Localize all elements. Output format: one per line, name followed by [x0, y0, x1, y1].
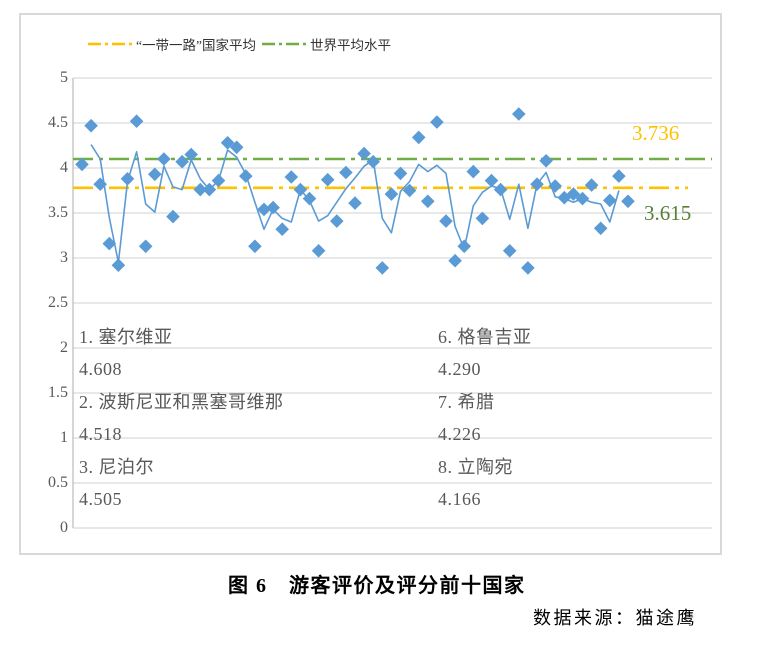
y-tick-label: 1	[60, 429, 68, 446]
ranked-country-name: 2. 波斯尼亚和黑塞哥维那	[79, 392, 284, 412]
legend-item-world: 世界平均水平	[262, 36, 391, 53]
y-tick-label: 2	[60, 339, 68, 356]
y-tick-label: 2.5	[48, 294, 68, 311]
ranked-country-name: 8. 立陶宛	[438, 457, 513, 477]
ranked-country-name: 3. 尼泊尔	[79, 457, 154, 477]
legend-label-world: 世界平均水平	[310, 38, 391, 53]
y-tick-label: 3	[60, 249, 68, 266]
y-tick-label: 4	[60, 159, 68, 176]
ranked-country-name: 7. 希腊	[438, 392, 495, 412]
belt-road-average-value-label: 3.736	[632, 121, 680, 145]
ranked-country-name: 6. 格鲁吉亚	[438, 327, 532, 347]
legend-label-belt-road: “一带一路”国家平均	[136, 38, 256, 53]
legend-item-belt-road: “一带一路”国家平均	[88, 36, 256, 53]
ranked-country-score: 4.290	[438, 359, 481, 379]
y-tick-label: 1.5	[48, 384, 68, 401]
world-dashdot-line-icon	[262, 42, 308, 46]
belt-road-dashdot-line-icon	[88, 42, 134, 46]
y-tick-label: 4.5	[48, 114, 68, 131]
figure-caption: 图 6 游客评价及评分前十国家	[228, 575, 526, 597]
ranked-country-score: 4.518	[79, 424, 122, 444]
world-average-value-label: 3.615	[644, 201, 692, 225]
ranked-country-score: 4.226	[438, 424, 481, 444]
ranked-country-score: 4.608	[79, 359, 122, 379]
y-tick-label: 0	[60, 519, 68, 536]
y-tick-label: 5	[60, 69, 68, 86]
chart-frame	[19, 13, 722, 555]
y-tick-label: 3.5	[48, 204, 68, 221]
ranked-country-name: 1. 塞尔维亚	[79, 327, 173, 347]
y-tick-label: 0.5	[48, 474, 68, 491]
ranked-country-score: 4.505	[79, 489, 122, 509]
ranked-country-score: 4.166	[438, 489, 481, 509]
data-source-note: 数据来源：猫途鹰	[533, 608, 697, 628]
